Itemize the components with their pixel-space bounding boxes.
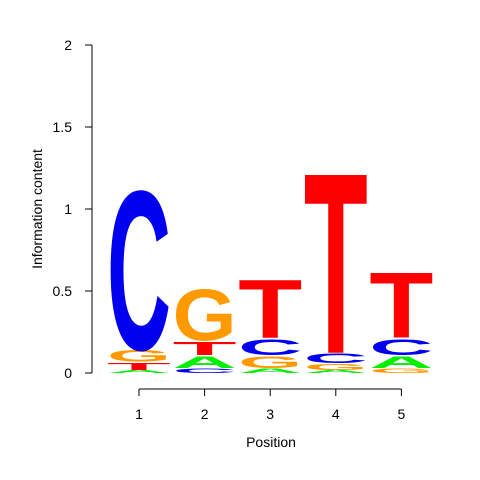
letter-glyph: T <box>238 262 302 355</box>
logo-letter-T-pos-4: T <box>304 119 368 407</box>
letter-glyph: C <box>107 144 171 398</box>
x-tick-label: 2 <box>201 406 209 422</box>
y-tick-label: 1 <box>64 201 72 217</box>
logo-letter-G-pos-2: G <box>173 275 237 357</box>
letter-glyph: T <box>369 253 433 358</box>
x-tick-label: 3 <box>266 406 274 422</box>
y-axis: 0 0.5 1 1.5 2 <box>53 37 92 381</box>
x-axis-label: Position <box>246 434 296 450</box>
x-tick-label: 1 <box>135 406 143 422</box>
y-tick-label: 2 <box>64 37 72 53</box>
y-tick-label: 1.5 <box>53 119 73 135</box>
y-axis-label: Information content <box>29 149 45 269</box>
logo-letter-T-pos-3: T <box>238 262 302 355</box>
x-tick-label: 4 <box>332 406 340 422</box>
letter-glyph: T <box>304 119 368 407</box>
logo-letter-T-pos-5: T <box>369 253 433 358</box>
x-tick-label: 5 <box>398 406 406 422</box>
logo-letter-C-pos-1: C <box>107 144 171 398</box>
letter-glyph: G <box>173 275 237 357</box>
y-tick-label: 0 <box>64 365 72 381</box>
y-tick-label: 0.5 <box>53 283 73 299</box>
